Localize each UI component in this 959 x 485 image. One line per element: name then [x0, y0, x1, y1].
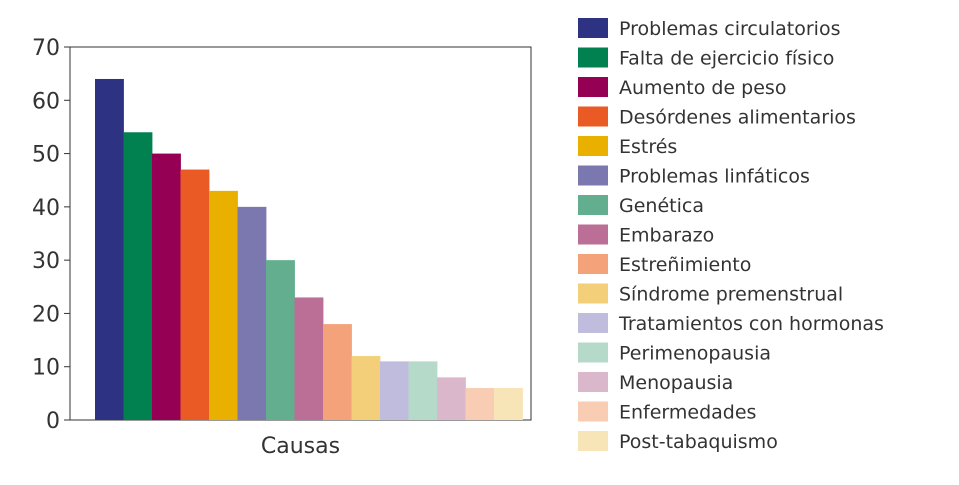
- bar-14: [465, 388, 495, 420]
- legend-label: Estreñimiento: [619, 254, 751, 276]
- legend-item: Problemas circulatorios: [578, 18, 840, 40]
- legend-label: Falta de ejercicio físico: [619, 48, 834, 70]
- y-tick-label: 50: [32, 143, 60, 168]
- legend-label: Post-tabaquismo: [619, 431, 778, 453]
- bar-7: [266, 260, 295, 420]
- bar-15: [494, 388, 523, 420]
- legend-swatch: [578, 283, 608, 304]
- legend-item: Tratamientos con hormonas: [578, 313, 884, 335]
- legend-item: Embarazo: [578, 224, 714, 247]
- bar-1: [95, 78, 124, 420]
- bar-3: [152, 153, 181, 421]
- legend-item: Post-tabaquismo: [578, 431, 778, 453]
- bar-6: [237, 206, 267, 420]
- legend-label: Problemas linfáticos: [619, 166, 810, 188]
- legend-item: Estreñimiento: [578, 254, 751, 276]
- legend-label: Genética: [619, 195, 704, 217]
- legend-swatch: [578, 18, 608, 38]
- legend-swatch: [578, 165, 608, 186]
- bar-13: [437, 377, 466, 420]
- bar-4: [180, 169, 210, 420]
- y-tick-label: 70: [32, 36, 60, 61]
- legend-label: Síndrome premenstrual: [619, 284, 843, 306]
- y-tick-label: 30: [32, 249, 60, 274]
- legend-item: Desórdenes alimentarios: [578, 106, 856, 129]
- legend-item: Perimenopausia: [578, 342, 771, 365]
- legend-item: Estrés: [578, 136, 677, 158]
- legend-label: Embarazo: [619, 225, 714, 247]
- bars: [95, 78, 523, 421]
- legend-swatch: [578, 136, 608, 156]
- legend-swatch: [578, 431, 608, 451]
- legend-item: Genética: [578, 195, 704, 217]
- bar-11: [380, 361, 409, 420]
- legend: Problemas circulatorios Falta de ejercici…: [578, 18, 884, 453]
- x-axis-title: Causas: [261, 434, 340, 459]
- bar-8: [294, 297, 324, 420]
- legend-item: Problemas linfáticos: [578, 165, 810, 188]
- legend-label: Aumento de peso: [619, 77, 786, 99]
- legend-swatch: [578, 372, 608, 392]
- legend-swatch: [578, 224, 608, 245]
- bar-10: [351, 356, 381, 420]
- legend-swatch: [578, 47, 608, 68]
- legend-item: Menopausia: [578, 372, 733, 394]
- y-tick-label: 40: [32, 196, 60, 221]
- legend-label: Menopausia: [619, 372, 733, 394]
- legend-swatch: [578, 313, 608, 333]
- legend-label: Desórdenes alimentarios: [619, 107, 856, 129]
- legend-swatch: [578, 342, 608, 363]
- legend-swatch: [578, 401, 608, 422]
- y-tick-label: 10: [32, 356, 60, 381]
- y-axis: 0 10 20 30 40 50 60 70: [32, 36, 70, 434]
- legend-label: Perimenopausia: [619, 343, 771, 365]
- legend-swatch: [578, 106, 608, 127]
- y-tick-label: 60: [32, 89, 60, 114]
- legend-item: Aumento de peso: [578, 77, 786, 99]
- legend-swatch: [578, 77, 608, 97]
- bar-9: [323, 324, 352, 420]
- legend-label: Tratamientos con hormonas: [618, 313, 884, 335]
- legend-swatch: [578, 254, 608, 274]
- y-tick-label: 0: [46, 409, 60, 434]
- bar-5: [209, 190, 238, 420]
- legend-item: Enfermedades: [578, 401, 756, 424]
- bar-2: [123, 132, 153, 420]
- bar-12: [408, 361, 438, 420]
- legend-label: Problemas circulatorios: [619, 18, 840, 40]
- legend-item: Síndrome premenstrual: [578, 283, 843, 306]
- legend-item: Falta de ejercicio físico: [578, 47, 834, 70]
- legend-swatch: [578, 195, 608, 215]
- legend-label: Enfermedades: [619, 402, 756, 424]
- y-tick-label: 20: [32, 302, 60, 327]
- legend-label: Estrés: [619, 136, 677, 158]
